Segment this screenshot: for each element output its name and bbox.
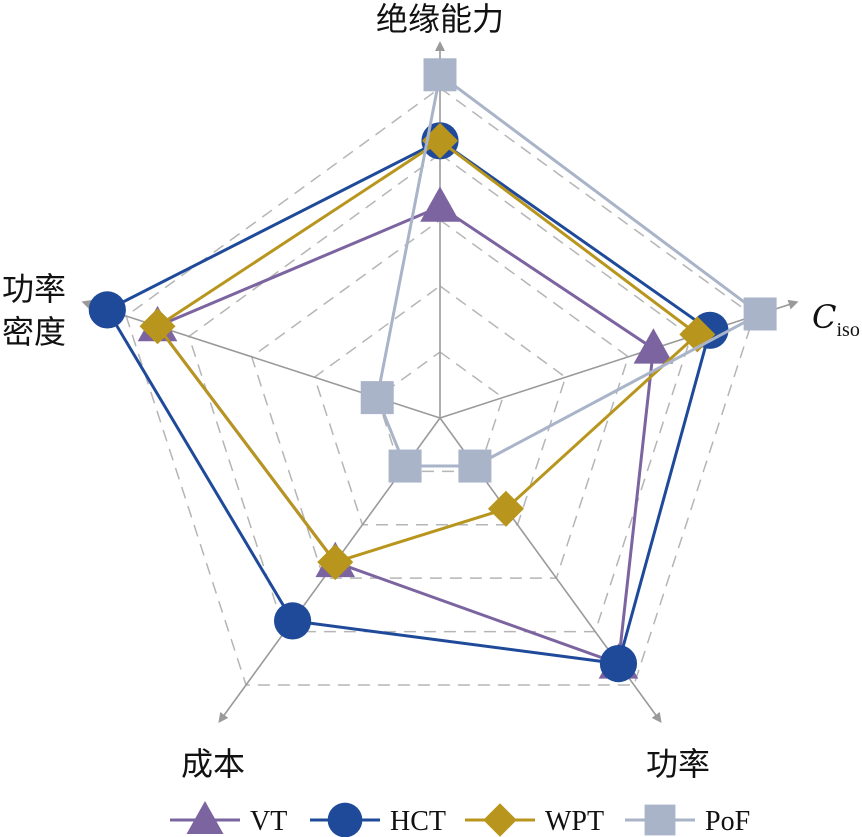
legend-marker-hct [327,802,363,837]
data-point-wpt-2 [487,490,524,527]
legend: VT HCT WPT PoF [170,800,750,837]
legend-label-pof: PoF [705,806,750,837]
axis-line-1 [439,299,799,419]
axis-label-power-density-line1: 功率 [2,270,66,308]
data-point-hct-2 [599,645,638,683]
axis-label-ciso-sub: iso [836,319,859,341]
grid-ring-3 [250,219,630,579]
grid-ring-2 [313,285,567,526]
data-point-pof-3 [388,449,422,483]
data-point-wpt-3 [317,544,354,581]
legend-label-wpt: WPT [545,806,604,837]
axis-label-cost: 成本 [181,745,245,783]
data-point-vt-1 [633,328,674,364]
data-point-hct-4 [88,291,126,329]
legend-marker-vt [186,800,224,834]
series-hct [88,122,729,683]
legend-label-vt: VT [250,806,287,837]
series-pof [360,58,777,483]
series-line-pof [375,73,762,468]
series-line-vt [156,205,655,666]
series-layer [88,58,777,683]
data-point-pof-1 [743,297,777,331]
data-point-wpt-0 [422,122,458,159]
series-vt [137,186,674,679]
legend-item-wpt: WPT [465,803,604,837]
data-point-vt-0 [420,186,460,222]
series-wpt [139,122,716,581]
data-point-pof-4 [360,381,394,415]
series-line-hct [105,139,712,666]
axis-label-ciso: Ciso [812,298,860,341]
axis-label-insulation: 绝缘能力 [376,0,504,38]
data-point-hct-3 [273,602,312,640]
legend-marker-pof [644,804,676,836]
legend-label-hct: HCT [390,806,446,837]
axis-label-ciso-main: C [812,298,836,336]
legend-item-vt: VT [170,800,287,837]
data-point-pof-2 [458,449,492,483]
axis-label-power-density-line2: 密度 [2,313,66,351]
grid-ring-5 [125,87,755,686]
data-point-pof-0 [423,58,457,92]
series-line-wpt [156,139,699,564]
legend-marker-wpt [483,803,517,837]
axis-label-power: 功率 [646,745,710,783]
data-point-wpt-4 [139,308,176,345]
legend-item-pof: PoF [625,804,750,837]
legend-item-hct: HCT [310,802,446,837]
